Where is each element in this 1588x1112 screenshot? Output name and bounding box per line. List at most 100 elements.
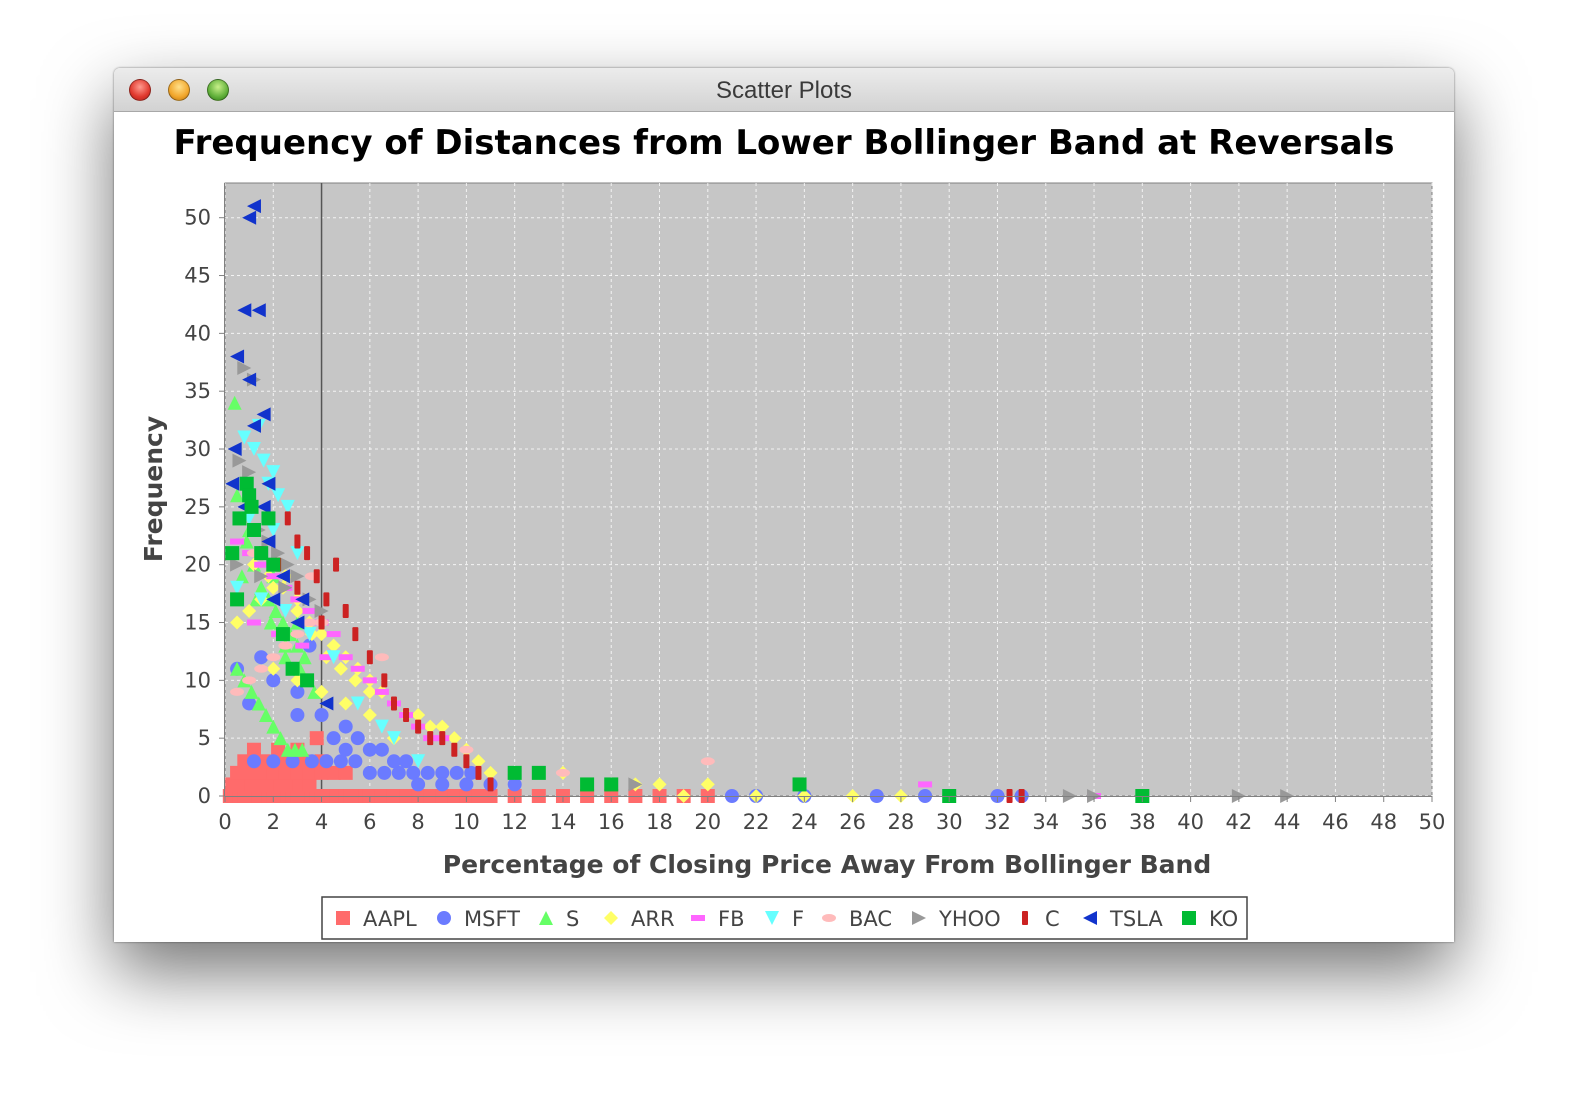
data-point bbox=[333, 754, 348, 769]
data-point bbox=[266, 673, 281, 688]
window-title: Scatter Plots bbox=[715, 77, 853, 104]
legend: AAPL MSFT S ARR FB F BAC YHOO C TSLA KO bbox=[321, 896, 1248, 940]
data-point bbox=[225, 546, 240, 561]
y-tick-labels: 0 5 10 15 20 25 30 35 40 45 50 bbox=[184, 206, 211, 808]
data-point bbox=[242, 210, 257, 225]
data-point bbox=[302, 607, 317, 614]
series-bac bbox=[230, 549, 715, 777]
data-point bbox=[230, 661, 245, 676]
data-point bbox=[348, 673, 363, 688]
data-point bbox=[225, 476, 240, 491]
data-point bbox=[362, 765, 377, 780]
data-point bbox=[263, 615, 278, 630]
data-point bbox=[254, 664, 269, 673]
data-point bbox=[230, 580, 245, 595]
data-point bbox=[411, 754, 426, 769]
data-point bbox=[700, 777, 715, 792]
y-tick-label: 15 bbox=[184, 611, 211, 635]
y-tick-label: 0 bbox=[198, 784, 211, 808]
data-point bbox=[352, 627, 359, 642]
data-point bbox=[350, 665, 365, 672]
data-point bbox=[266, 580, 281, 595]
data-point bbox=[290, 765, 305, 780]
y-tick-label: 25 bbox=[184, 495, 211, 519]
data-point bbox=[338, 765, 353, 780]
x-tick-label: 46 bbox=[1322, 810, 1349, 834]
data-point bbox=[230, 765, 245, 780]
data-point bbox=[302, 777, 317, 792]
data-point bbox=[237, 430, 252, 445]
data-point bbox=[259, 708, 274, 723]
data-point bbox=[254, 569, 269, 584]
data-point bbox=[374, 719, 389, 734]
data-point bbox=[420, 765, 435, 780]
data-point bbox=[459, 745, 474, 754]
y-tick-label: 10 bbox=[184, 668, 211, 692]
data-point bbox=[230, 538, 245, 545]
x-tick-label: 14 bbox=[550, 810, 577, 834]
data-point bbox=[294, 580, 301, 595]
plot-area bbox=[224, 182, 1433, 797]
x-tick-label: 28 bbox=[888, 810, 915, 834]
legend-item-arr: ARR bbox=[604, 907, 675, 931]
data-point bbox=[403, 708, 410, 723]
data-point bbox=[244, 684, 259, 699]
data-point bbox=[275, 754, 290, 769]
series-ko bbox=[225, 476, 1150, 803]
data-point bbox=[463, 754, 470, 769]
close-window-button[interactable] bbox=[129, 79, 151, 101]
data-point bbox=[314, 708, 329, 723]
data-point bbox=[251, 303, 266, 318]
data-point bbox=[278, 641, 293, 650]
legend-item-tsla: TSLA bbox=[1083, 907, 1163, 931]
legend-label: F bbox=[792, 907, 804, 931]
data-points bbox=[222, 199, 1295, 803]
data-point bbox=[256, 499, 271, 514]
x-tick-label: 24 bbox=[791, 810, 818, 834]
data-point bbox=[230, 557, 245, 572]
x-tick-label: 2 bbox=[267, 810, 280, 834]
data-point bbox=[435, 719, 450, 734]
data-point bbox=[362, 684, 377, 699]
x-tick-label: 48 bbox=[1370, 810, 1397, 834]
data-point bbox=[266, 719, 281, 734]
data-point bbox=[237, 361, 252, 376]
data-point bbox=[266, 765, 281, 780]
zoom-window-button[interactable] bbox=[207, 79, 229, 101]
data-point bbox=[326, 765, 341, 780]
legend-item-yhoo: YHOO bbox=[912, 907, 1001, 931]
legend-marker bbox=[604, 911, 618, 925]
data-point bbox=[918, 781, 933, 788]
legend-label: BAC bbox=[849, 907, 892, 931]
data-point bbox=[459, 777, 474, 792]
data-point bbox=[268, 603, 283, 618]
data-point bbox=[342, 603, 349, 618]
data-point bbox=[652, 777, 667, 792]
data-point bbox=[464, 765, 479, 780]
data-point bbox=[374, 688, 389, 695]
data-point bbox=[507, 765, 522, 780]
minimize-window-button[interactable] bbox=[168, 79, 190, 101]
data-point bbox=[295, 642, 310, 649]
data-point bbox=[271, 546, 286, 561]
x-tick-label: 40 bbox=[1177, 810, 1204, 834]
data-point bbox=[391, 765, 406, 780]
data-point bbox=[254, 765, 269, 780]
legend-box bbox=[321, 896, 1248, 940]
scatter-chart: Frequency of Distances from Lower Bollin… bbox=[139, 123, 1445, 940]
data-point bbox=[275, 627, 290, 642]
data-point bbox=[406, 765, 421, 780]
data-point bbox=[435, 777, 450, 792]
legend-item-aapl: AAPL bbox=[336, 907, 417, 931]
data-point bbox=[435, 765, 450, 780]
window-titlebar[interactable]: Scatter Plots bbox=[114, 68, 1454, 112]
data-point bbox=[266, 573, 281, 580]
data-point bbox=[266, 557, 281, 572]
data-point bbox=[304, 546, 311, 561]
x-tick-labels: 0 2 4 6 8 10 12 14 16 18 20 22 24 26 28 30 32 34 36 38 40 42 4… bbox=[218, 810, 1445, 834]
y-tick-label: 45 bbox=[184, 264, 211, 288]
data-point bbox=[242, 372, 257, 387]
data-point bbox=[278, 650, 293, 665]
data-point bbox=[237, 303, 252, 318]
legend-marker bbox=[912, 911, 926, 925]
